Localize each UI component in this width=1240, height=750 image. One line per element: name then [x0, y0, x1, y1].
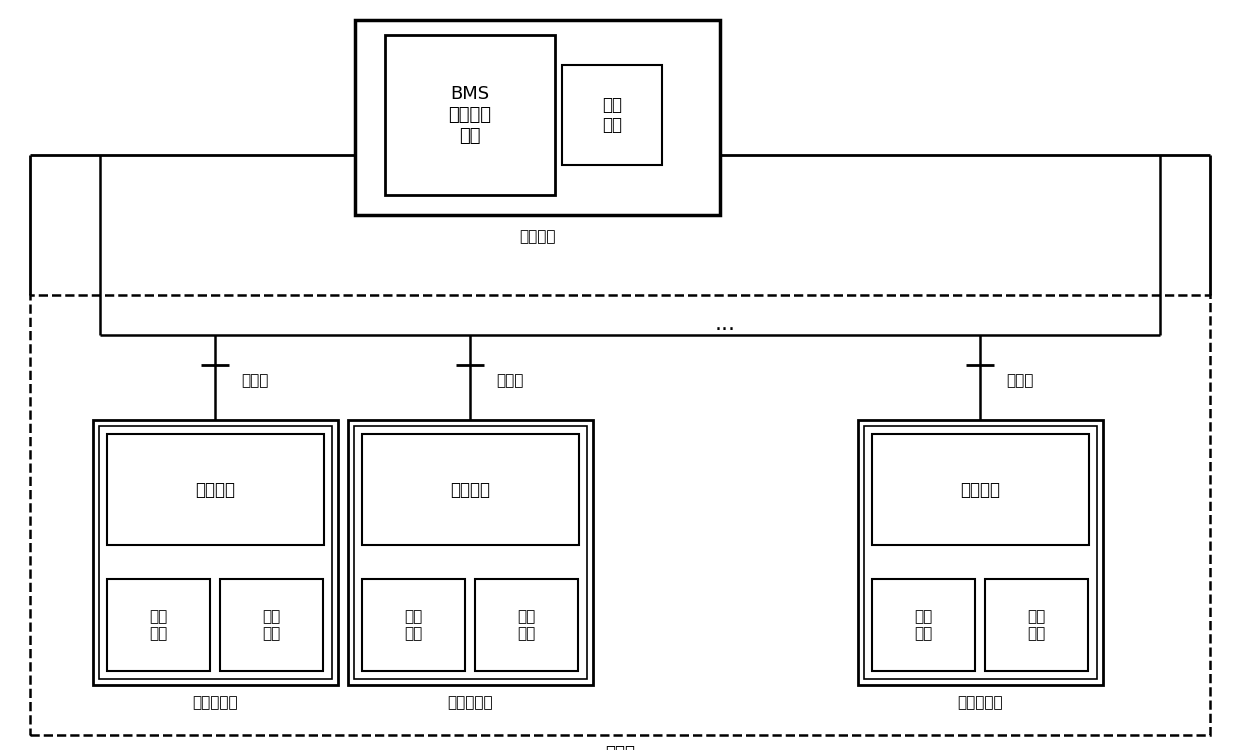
- Text: 电池组: 电池组: [605, 744, 635, 750]
- Bar: [219, 579, 322, 671]
- Text: 载波
电路: 载波 电路: [601, 95, 622, 134]
- Text: 采集
电路: 采集 电路: [914, 609, 932, 641]
- Bar: [362, 434, 579, 545]
- Text: 均衡
电路: 均衡 电路: [517, 609, 536, 641]
- Bar: [353, 426, 587, 679]
- Text: 均衡
电路: 均衡 电路: [263, 609, 280, 641]
- Bar: [107, 579, 210, 671]
- Bar: [872, 579, 975, 671]
- Bar: [348, 420, 593, 685]
- Bar: [93, 420, 339, 685]
- Bar: [858, 420, 1104, 685]
- Text: 单电芯: 单电芯: [496, 374, 523, 388]
- Text: BMS
主控部分
电路: BMS 主控部分 电路: [449, 86, 491, 145]
- Text: 采集
电路: 采集 电路: [404, 609, 423, 641]
- Bar: [30, 295, 1210, 735]
- Text: 载波电路: 载波电路: [196, 481, 236, 499]
- Text: 载波电路: 载波电路: [961, 481, 1001, 499]
- Bar: [355, 20, 720, 215]
- Text: 单电芯: 单电芯: [1007, 374, 1034, 388]
- Text: 载波电路: 载波电路: [450, 481, 491, 499]
- Text: 单电芯部件: 单电芯部件: [448, 695, 492, 710]
- Text: 单电芯部件: 单电芯部件: [957, 695, 1003, 710]
- Bar: [99, 426, 332, 679]
- Bar: [362, 579, 465, 671]
- Bar: [475, 579, 578, 671]
- Bar: [384, 35, 556, 195]
- Bar: [107, 434, 324, 545]
- Bar: [562, 65, 662, 165]
- Text: ···: ···: [714, 320, 735, 340]
- Bar: [985, 579, 1087, 671]
- Text: 主控模块: 主控模块: [520, 230, 556, 244]
- Text: 采集
电路: 采集 电路: [149, 609, 167, 641]
- Bar: [864, 426, 1097, 679]
- Text: 单电芯部件: 单电芯部件: [192, 695, 238, 710]
- Text: 单电芯: 单电芯: [242, 374, 269, 388]
- Text: 均衡
电路: 均衡 电路: [1028, 609, 1045, 641]
- Bar: [872, 434, 1089, 545]
